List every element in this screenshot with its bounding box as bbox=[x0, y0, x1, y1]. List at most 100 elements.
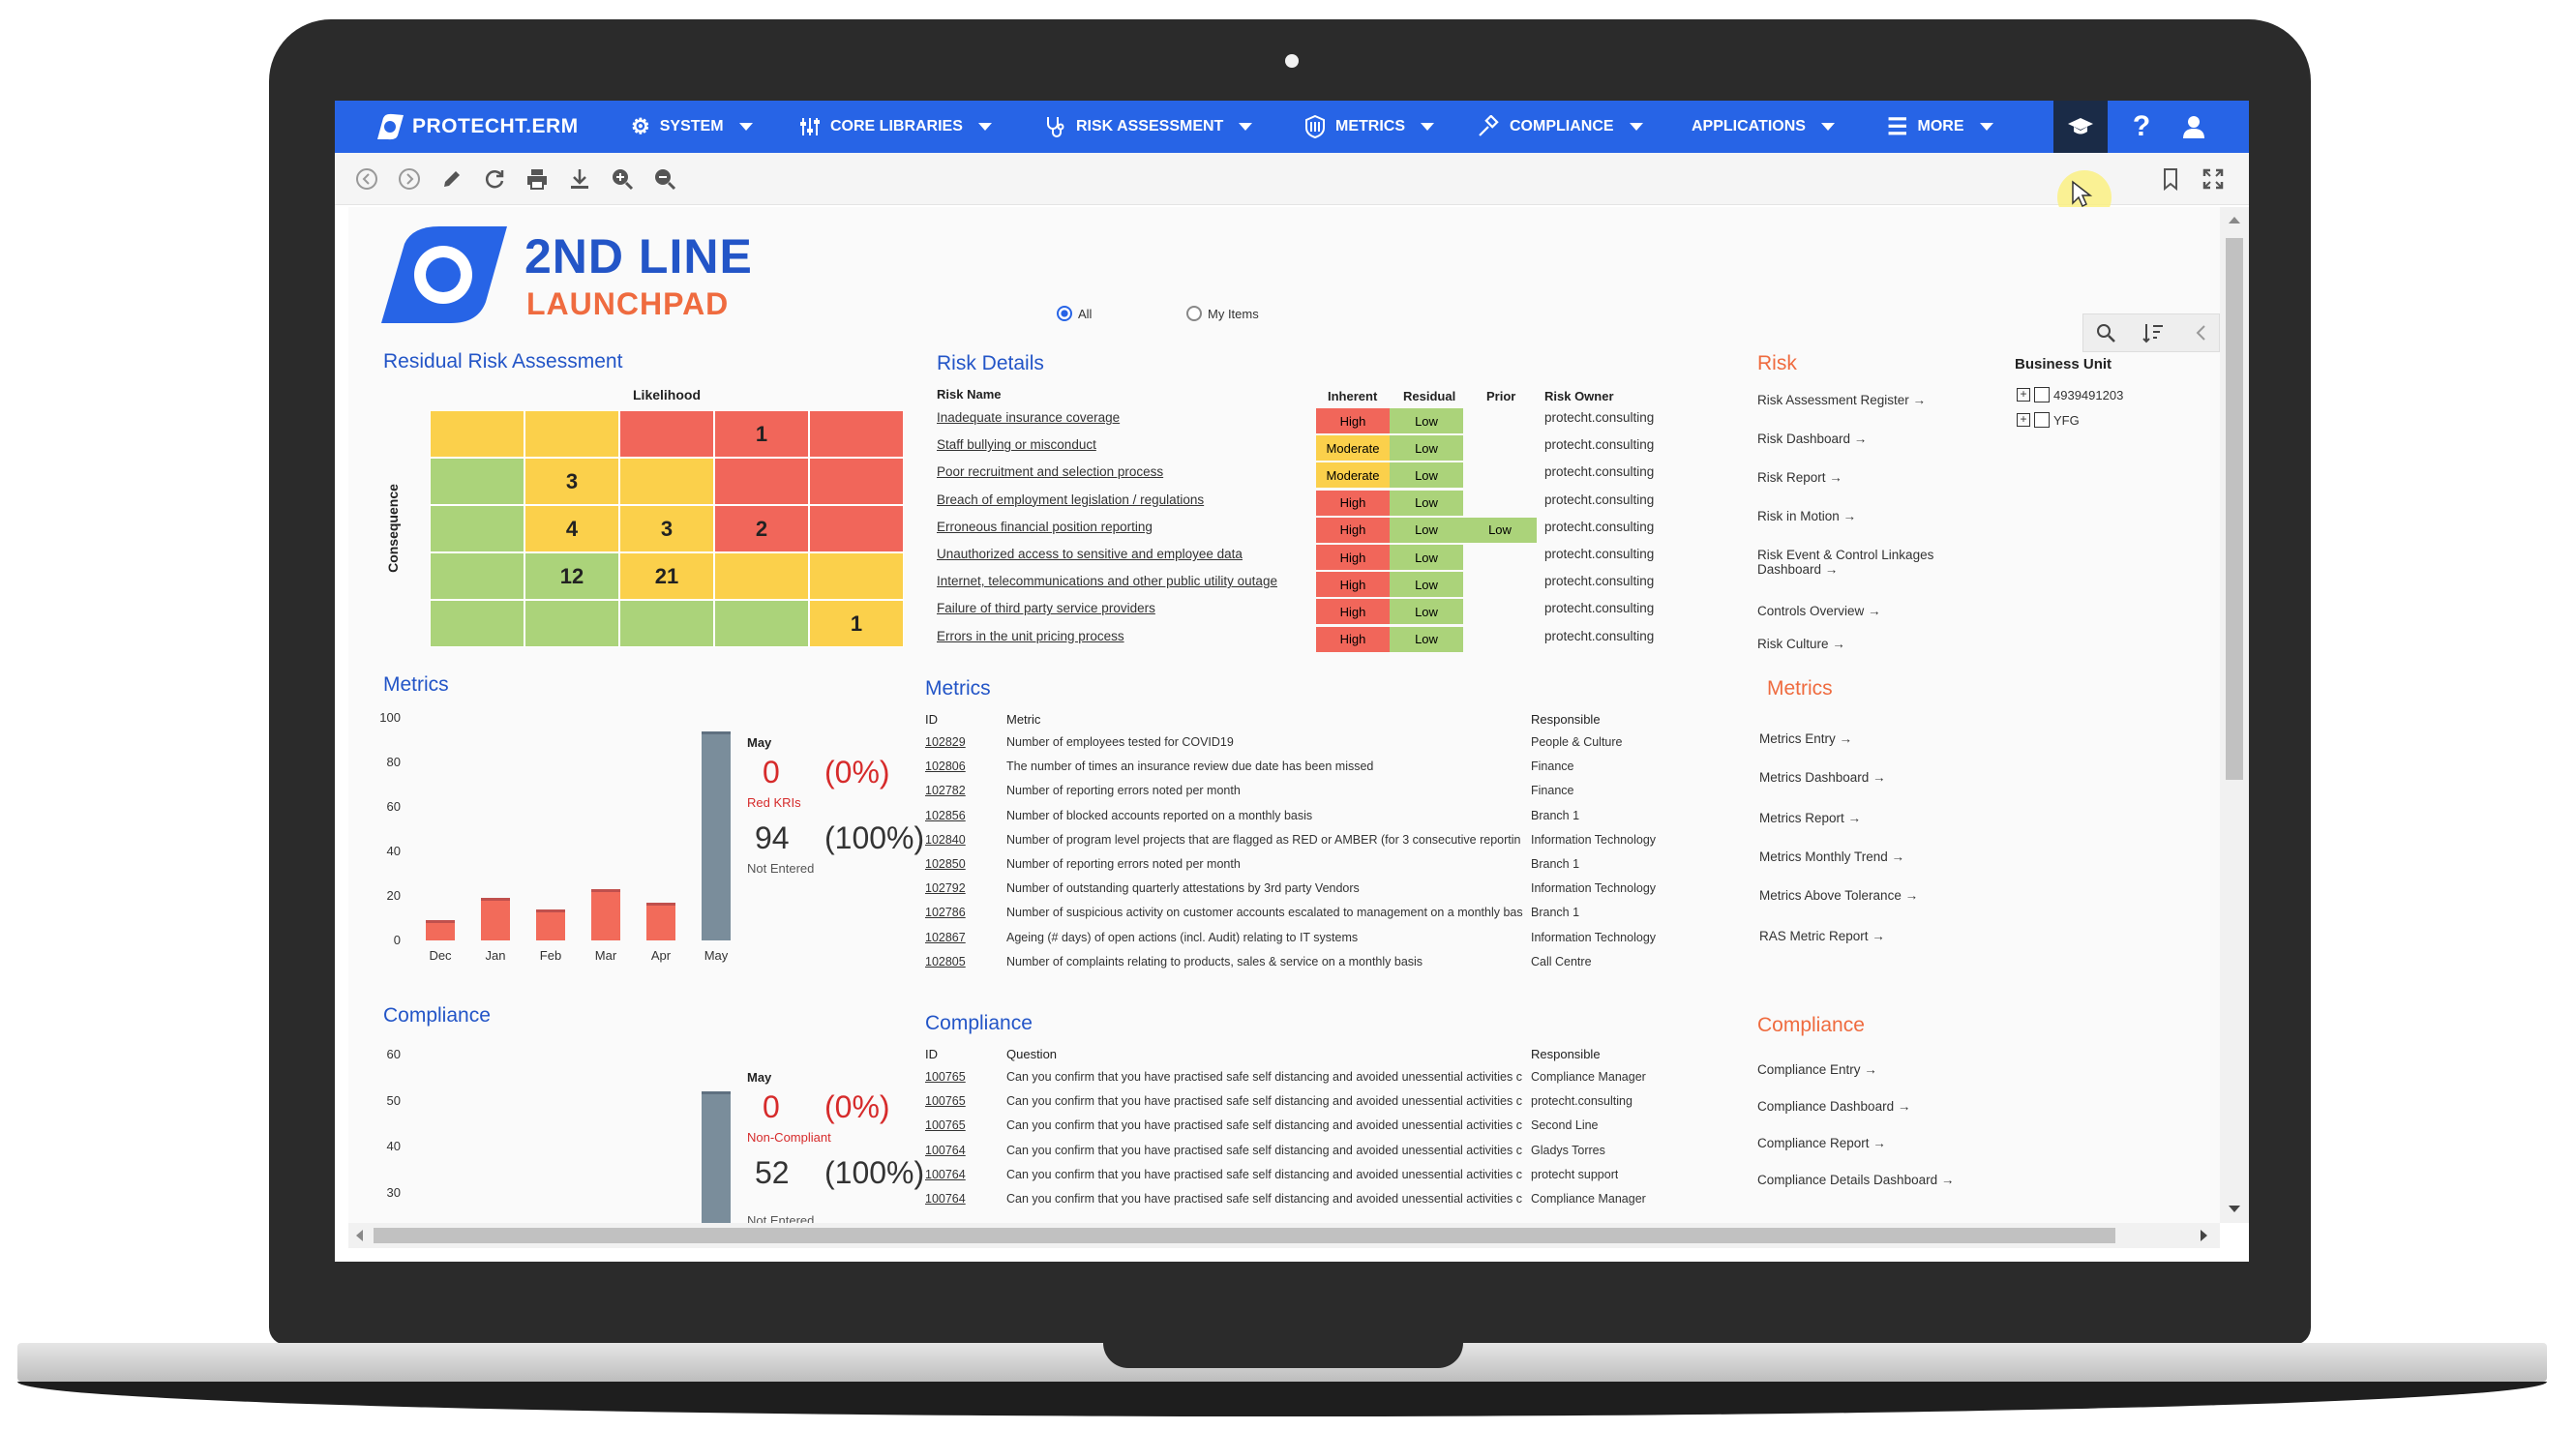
nav-link[interactable]: Risk Event & Control Linkages Dashboard … bbox=[1757, 548, 1934, 577]
back-button[interactable] bbox=[350, 163, 383, 195]
edit-button[interactable] bbox=[435, 163, 468, 195]
risk-name-link[interactable]: Poor recruitment and selection process bbox=[937, 464, 1164, 480]
metric-id-link[interactable]: 102840 bbox=[925, 832, 966, 847]
heatmap-cell[interactable] bbox=[430, 458, 524, 505]
filter-all-radio[interactable]: All bbox=[1057, 306, 1092, 321]
heatmap-cell[interactable] bbox=[809, 410, 904, 458]
risk-name-link[interactable]: Staff bullying or misconduct bbox=[937, 437, 1096, 453]
heatmap-cell[interactable]: 1 bbox=[714, 410, 809, 458]
bu-sort-button[interactable] bbox=[2142, 322, 2165, 348]
nav-link[interactable]: Risk Dashboard → bbox=[1757, 432, 1868, 446]
heatmap-cell[interactable] bbox=[430, 505, 524, 552]
refresh-button[interactable] bbox=[478, 163, 511, 195]
checkbox[interactable] bbox=[2034, 412, 2050, 428]
forward-button[interactable] bbox=[393, 163, 426, 195]
vertical-scroll-thumb[interactable] bbox=[2226, 238, 2243, 780]
heatmap-cell[interactable]: 4 bbox=[524, 505, 619, 552]
scroll-down-arrow[interactable] bbox=[2229, 1206, 2240, 1212]
heatmap-cell[interactable]: 3 bbox=[524, 458, 619, 505]
risk-name-link[interactable]: Inadequate insurance coverage bbox=[937, 410, 1121, 425]
risk-name-link[interactable]: Failure of third party service providers bbox=[937, 601, 1155, 616]
heatmap-cell[interactable]: 12 bbox=[524, 552, 619, 600]
chart-bar[interactable] bbox=[591, 889, 620, 940]
heatmap-cell[interactable] bbox=[430, 552, 524, 600]
nav-link[interactable]: Controls Overview → bbox=[1757, 604, 1881, 618]
heatmap-cell[interactable] bbox=[809, 458, 904, 505]
heatmap-cell[interactable] bbox=[809, 505, 904, 552]
metric-id-link[interactable]: 102782 bbox=[925, 784, 966, 798]
vertical-scrollbar[interactable] bbox=[2220, 207, 2249, 1223]
compliance-id-link[interactable]: 100765 bbox=[925, 1118, 966, 1133]
metric-id-link[interactable]: 102805 bbox=[925, 954, 966, 968]
metric-id-link[interactable]: 102806 bbox=[925, 760, 966, 774]
filter-my-items-radio[interactable]: My Items bbox=[1186, 306, 1259, 321]
chart-bar[interactable] bbox=[426, 920, 455, 940]
print-button[interactable] bbox=[521, 163, 554, 195]
nav-link[interactable]: Risk Culture → bbox=[1757, 637, 1845, 651]
nav-applications[interactable]: APPLICATIONS bbox=[1692, 101, 1835, 153]
expand-plus-icon[interactable]: + bbox=[2017, 388, 2030, 402]
heatmap-cell[interactable]: 1 bbox=[809, 600, 904, 647]
nav-link[interactable]: Metrics Above Tolerance → bbox=[1759, 888, 1919, 903]
scroll-up-arrow[interactable] bbox=[2229, 217, 2240, 223]
nav-link[interactable]: Compliance Entry → bbox=[1757, 1062, 1877, 1077]
compliance-id-link[interactable]: 100765 bbox=[925, 1094, 966, 1109]
compliance-id-link[interactable]: 100764 bbox=[925, 1167, 966, 1181]
compliance-id-link[interactable]: 100765 bbox=[925, 1070, 966, 1084]
user-button[interactable] bbox=[2170, 101, 2218, 153]
scroll-left-arrow[interactable] bbox=[356, 1230, 363, 1241]
nav-link[interactable]: Metrics Dashboard → bbox=[1759, 770, 1886, 785]
fullscreen-button[interactable] bbox=[2197, 163, 2230, 195]
heatmap-cell[interactable] bbox=[714, 600, 809, 647]
heatmap-cell[interactable] bbox=[619, 600, 714, 647]
nav-core-libraries[interactable]: CORE LIBRARIES bbox=[799, 101, 992, 153]
chart-bar[interactable] bbox=[646, 902, 675, 940]
download-button[interactable] bbox=[563, 163, 596, 195]
compliance-id-link[interactable]: 100764 bbox=[925, 1143, 966, 1157]
heatmap-cell[interactable]: 2 bbox=[714, 505, 809, 552]
nav-link[interactable]: Metrics Report → bbox=[1759, 811, 1862, 825]
nav-metrics[interactable]: METRICS bbox=[1304, 101, 1434, 153]
nav-link[interactable]: Metrics Entry → bbox=[1759, 731, 1853, 746]
chart-bar[interactable] bbox=[481, 898, 510, 940]
heatmap-cell[interactable] bbox=[619, 458, 714, 505]
heatmap-cell[interactable]: 3 bbox=[619, 505, 714, 552]
nav-risk-assessment[interactable]: RISK ASSESSMENT bbox=[1045, 101, 1253, 153]
nav-compliance[interactable]: COMPLIANCE bbox=[1477, 101, 1643, 153]
zoom-in-button[interactable] bbox=[606, 163, 639, 195]
metric-id-link[interactable]: 102786 bbox=[925, 906, 966, 920]
risk-name-link[interactable]: Breach of employment legislation / regul… bbox=[937, 492, 1205, 507]
nav-link[interactable]: Compliance Dashboard → bbox=[1757, 1099, 1911, 1114]
metric-id-link[interactable]: 102850 bbox=[925, 857, 966, 871]
bookmark-button[interactable] bbox=[2154, 163, 2187, 195]
chart-bar[interactable] bbox=[702, 1091, 731, 1223]
nav-link[interactable]: RAS Metric Report → bbox=[1759, 929, 1885, 943]
nav-link[interactable]: Compliance Details Dashboard → bbox=[1757, 1173, 1955, 1187]
nav-link[interactable]: Compliance Report → bbox=[1757, 1136, 1886, 1150]
brand-logo[interactable]: PROTECHT.ERM bbox=[372, 112, 579, 141]
metric-id-link[interactable]: 102867 bbox=[925, 930, 966, 944]
bu-search-button[interactable] bbox=[2095, 322, 2116, 348]
chart-bar[interactable] bbox=[702, 730, 731, 940]
bu-item[interactable]: + YFG bbox=[2017, 412, 2080, 428]
nav-link[interactable]: Risk Report → bbox=[1757, 470, 1842, 485]
horizontal-scroll-thumb[interactable] bbox=[374, 1228, 2115, 1243]
heatmap-cell[interactable]: 21 bbox=[619, 552, 714, 600]
nav-system[interactable]: ⚙ SYSTEM bbox=[631, 101, 753, 153]
training-button[interactable] bbox=[2053, 101, 2108, 153]
metric-id-link[interactable]: 102856 bbox=[925, 808, 966, 822]
help-button[interactable]: ? bbox=[2117, 101, 2166, 153]
heatmap-cell[interactable] bbox=[430, 410, 524, 458]
heatmap-cell[interactable] bbox=[714, 552, 809, 600]
expand-plus-icon[interactable]: + bbox=[2017, 413, 2030, 427]
chart-bar[interactable] bbox=[536, 909, 565, 940]
zoom-out-button[interactable] bbox=[648, 163, 681, 195]
risk-name-link[interactable]: Errors in the unit pricing process bbox=[937, 628, 1124, 643]
nav-link[interactable]: Metrics Monthly Trend → bbox=[1759, 849, 1905, 864]
scroll-right-arrow[interactable] bbox=[2201, 1230, 2207, 1241]
heatmap-cell[interactable] bbox=[524, 600, 619, 647]
heatmap-cell[interactable] bbox=[809, 552, 904, 600]
heatmap-cell[interactable] bbox=[524, 410, 619, 458]
compliance-id-link[interactable]: 100764 bbox=[925, 1192, 966, 1206]
nav-link[interactable]: Risk Assessment Register → bbox=[1757, 393, 1927, 407]
